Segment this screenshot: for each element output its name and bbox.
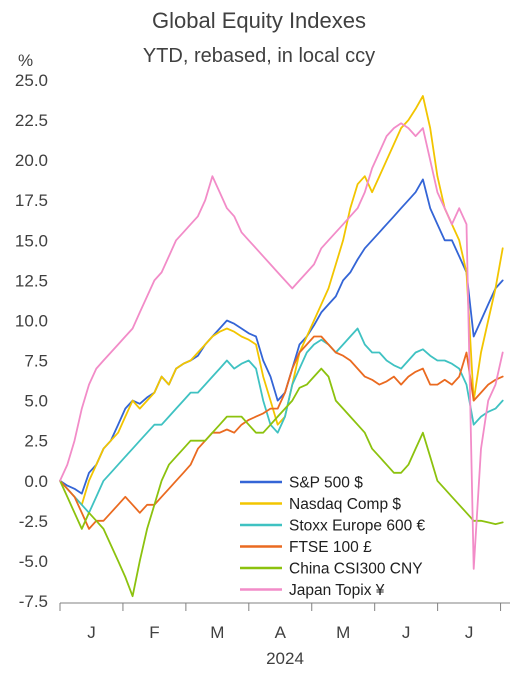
x-tick-label: J xyxy=(87,623,96,642)
chart-title: Global Equity Indexes xyxy=(152,8,366,33)
series-line-china-csi300-cny xyxy=(59,367,504,598)
y-axis-unit-label: % xyxy=(18,51,33,70)
x-tick-label: M xyxy=(210,623,224,642)
x-tick-label: J xyxy=(402,623,411,642)
legend-label: Nasdaq Comp $ xyxy=(289,496,401,513)
x-tick-label: J xyxy=(465,623,474,642)
y-tick-label: 10.0 xyxy=(15,311,48,330)
x-tick-label: M xyxy=(336,623,350,642)
y-tick-label: 15.0 xyxy=(15,231,48,250)
y-tick-label: 2.5 xyxy=(24,432,48,451)
series-line-stoxx-europe-600 xyxy=(59,327,504,514)
series-layer xyxy=(59,95,504,598)
y-tick-label: 22.5 xyxy=(15,111,48,130)
y-tick-label: 5.0 xyxy=(24,392,48,411)
y-tick-label: -7.5 xyxy=(19,592,48,611)
y-tick-label: 20.0 xyxy=(15,151,48,170)
x-tick-label: F xyxy=(149,623,159,642)
x-tick-label: A xyxy=(275,623,287,642)
legend-label: Stoxx Europe 600 € xyxy=(289,518,426,535)
y-axis-ticks: 25.0 22.5 20.0 17.5 15.0 12.5 10.0 7.5 5.0 2.5 0.0… xyxy=(15,71,48,611)
legend-label: Japan Topix ¥ xyxy=(289,582,385,599)
series-line-nasdaq-comp xyxy=(59,95,504,506)
series-line-ftse-100 xyxy=(59,335,504,530)
legend: S&P 500 $ Nasdaq Comp $ Stoxx Europe 600 €… xyxy=(240,475,426,599)
y-tick-label: 12.5 xyxy=(15,271,48,290)
chart-subtitle: YTD, rebased, in local ccy xyxy=(143,45,375,67)
series-line-japan-topix xyxy=(59,122,504,570)
y-tick-label: 7.5 xyxy=(24,352,48,371)
legend-label: China CSI300 CNY xyxy=(289,561,423,578)
y-tick-label: -5.0 xyxy=(19,552,48,571)
y-tick-label: -2.5 xyxy=(19,512,48,531)
legend-label: FTSE 100 £ xyxy=(289,539,372,556)
y-tick-label: 25.0 xyxy=(15,71,48,90)
legend-label: S&P 500 $ xyxy=(289,475,363,492)
y-tick-label: 17.5 xyxy=(15,191,48,210)
x-axis-year-label: 2024 xyxy=(266,649,304,668)
y-tick-label: 0.0 xyxy=(24,472,48,491)
